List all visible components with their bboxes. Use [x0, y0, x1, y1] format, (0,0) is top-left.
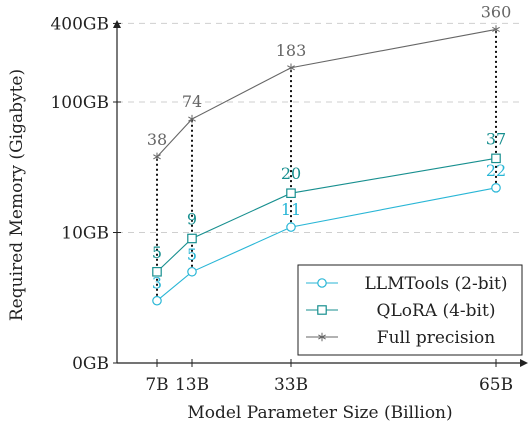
- y-tick-label: 100GB: [50, 93, 109, 113]
- legend-marker: [318, 332, 326, 342]
- data-point: [187, 266, 197, 277]
- data-label: 5: [187, 245, 197, 264]
- data-point: [152, 266, 162, 277]
- y-tick-label: 10GB: [61, 224, 109, 244]
- data-point: [492, 25, 500, 34]
- legend-marker: [317, 305, 327, 315]
- data-label: 9: [187, 209, 197, 228]
- y-tick-label: 400GB: [50, 14, 109, 34]
- data-point: [152, 295, 162, 306]
- data-label: 360: [481, 2, 512, 21]
- tick-labels: 0GB 10GB 100GB 400GB 7B 13B 33B 65B: [50, 14, 513, 395]
- x-tick-label: 13B: [175, 375, 209, 395]
- data-point: [286, 222, 296, 232]
- x-axis-title: Model Parameter Size (Billion): [187, 403, 452, 423]
- series-line: [156, 187, 497, 302]
- legend-entry: Full precision: [306, 328, 495, 348]
- data-label: 38: [147, 130, 167, 149]
- legend-label: QLoRA (4-bit): [377, 301, 496, 321]
- legend-entry: QLoRA (4-bit): [306, 301, 495, 321]
- series-line: [156, 28, 497, 158]
- data-label: 5: [152, 243, 162, 262]
- axes: [113, 20, 528, 367]
- data-labels: 3 5 11 22 5 9 20 37 38 74 183 360: [147, 2, 511, 292]
- legend-label: Full precision: [377, 328, 495, 348]
- legend-marker: [317, 278, 327, 288]
- data-point: [153, 152, 161, 162]
- data-label: 37: [486, 129, 506, 148]
- data-point: [286, 188, 296, 199]
- data-label: 20: [281, 164, 301, 183]
- series-lines: [156, 28, 497, 302]
- series-markers: [152, 25, 501, 306]
- y-tick-label: 0GB: [72, 354, 109, 374]
- x-tick-label: 33B: [274, 375, 308, 395]
- x-tick-label: 7B: [145, 375, 168, 395]
- legend-label: LLMTools (2-bit): [364, 274, 507, 294]
- data-point: [491, 153, 501, 164]
- data-label: 3: [152, 274, 162, 293]
- data-point: [188, 114, 196, 124]
- gridlines: [117, 22, 520, 233]
- dotted-connectors: [156, 29, 497, 301]
- series-line: [156, 157, 497, 273]
- legend-entry: LLMTools (2-bit): [306, 274, 508, 294]
- y-axis-title: Required Memory (Gigabyte): [7, 69, 27, 321]
- legend: LLMTools (2-bit) QLoRA (4-bit) Full precis…: [297, 264, 523, 356]
- data-point: [491, 183, 501, 193]
- data-label: 22: [486, 161, 506, 180]
- data-label: 74: [182, 92, 202, 111]
- data-label: 183: [276, 41, 307, 60]
- data-point: [287, 63, 295, 72]
- x-tick-label: 65B: [479, 375, 513, 395]
- data-label: 11: [281, 200, 301, 219]
- data-point: [187, 233, 197, 244]
